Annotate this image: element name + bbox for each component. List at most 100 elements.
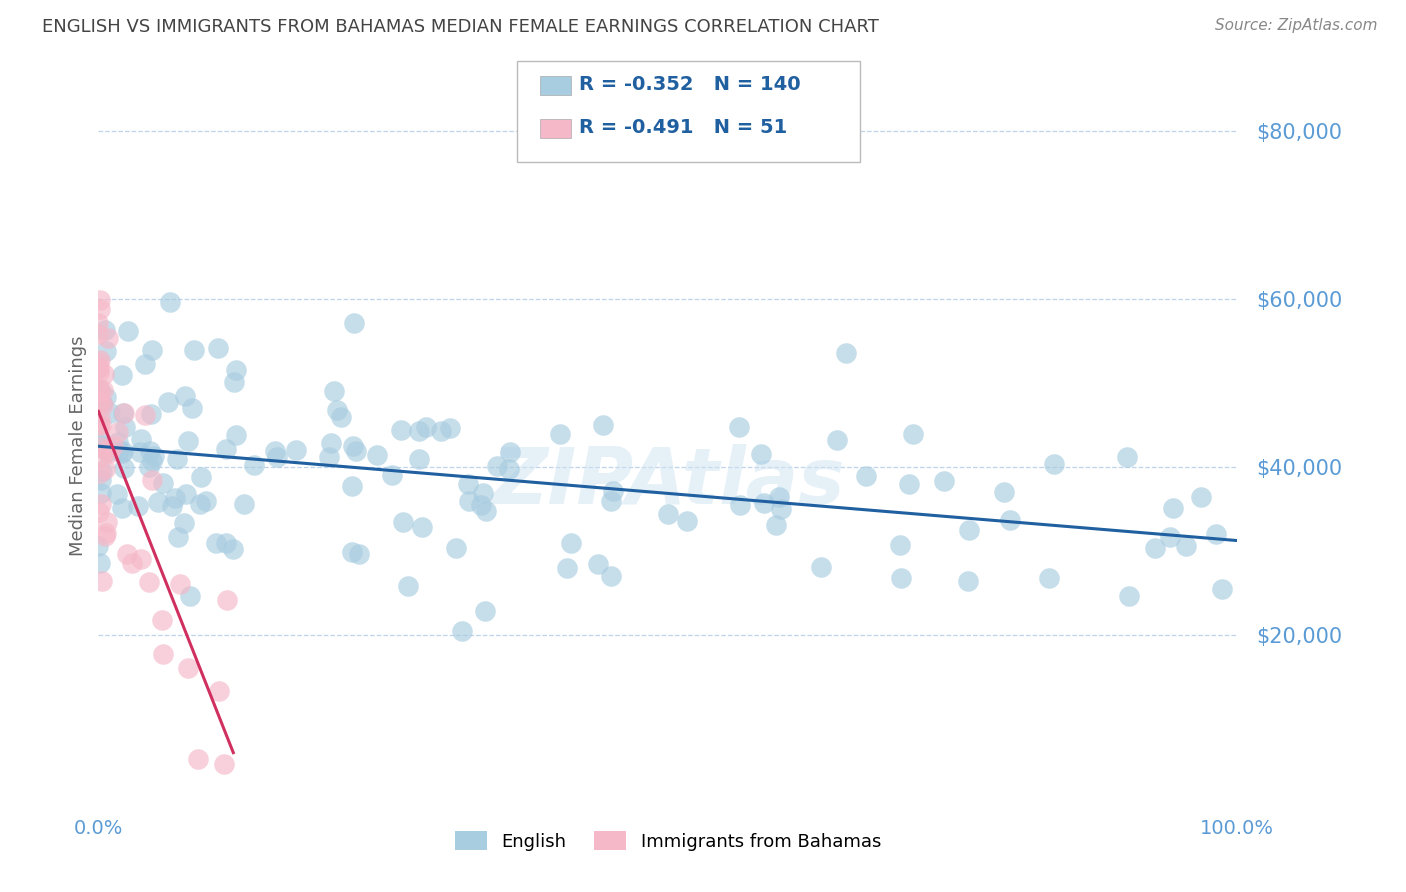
Point — [600, 569, 623, 583]
Point — [957, 523, 980, 537]
Point — [108, 444, 131, 458]
Point — [208, 684, 231, 698]
Point — [112, 407, 135, 421]
Point — [90, 440, 112, 454]
Point — [90, 574, 112, 588]
Point — [221, 541, 243, 556]
Point — [89, 438, 111, 452]
Point — [101, 439, 124, 453]
Point — [138, 459, 160, 474]
Point — [134, 357, 156, 371]
Point — [343, 316, 366, 330]
Point — [810, 560, 832, 574]
Point — [998, 513, 1021, 527]
Point — [225, 362, 247, 376]
Point — [117, 547, 139, 561]
Point — [94, 443, 117, 458]
Point — [284, 443, 307, 458]
Point — [457, 477, 479, 491]
Point — [727, 419, 749, 434]
Point — [676, 515, 699, 529]
Point — [134, 408, 156, 422]
Point — [215, 592, 238, 607]
Point — [114, 419, 136, 434]
Point — [825, 433, 848, 447]
Text: R = -0.352   N = 140: R = -0.352 N = 140 — [579, 75, 801, 95]
Text: ZIPAtlas: ZIPAtlas — [491, 443, 845, 520]
Point — [160, 499, 183, 513]
Point — [111, 445, 134, 459]
Point — [657, 508, 679, 522]
Point — [87, 360, 110, 375]
Point — [586, 557, 609, 571]
Point — [87, 417, 110, 431]
Point — [1189, 491, 1212, 505]
Point — [87, 418, 110, 433]
Point — [111, 501, 134, 516]
Point — [177, 434, 200, 448]
Point — [392, 515, 415, 529]
Point — [1115, 450, 1137, 464]
Point — [90, 473, 112, 487]
Point — [486, 459, 509, 474]
Point — [87, 327, 110, 342]
Point — [408, 424, 430, 438]
Point — [157, 394, 180, 409]
Point — [389, 423, 412, 437]
Point — [342, 545, 364, 559]
Point — [444, 541, 467, 555]
Point — [471, 485, 494, 500]
Point — [1143, 541, 1166, 555]
Point — [89, 557, 111, 571]
Point — [415, 420, 437, 434]
Y-axis label: Median Female Earnings: Median Female Earnings — [69, 335, 87, 557]
Point — [264, 444, 287, 458]
Point — [98, 406, 121, 420]
Point — [319, 436, 342, 450]
Point — [215, 442, 238, 456]
Point — [179, 589, 201, 603]
Point — [498, 462, 520, 476]
Point — [91, 399, 114, 413]
Point — [749, 447, 772, 461]
Point — [139, 408, 162, 422]
Point — [1118, 589, 1140, 603]
Point — [166, 452, 188, 467]
Point — [330, 409, 353, 424]
Point — [93, 368, 115, 382]
Point — [458, 493, 481, 508]
Point — [225, 427, 247, 442]
Point — [89, 385, 111, 400]
Point — [96, 445, 118, 459]
Point — [266, 450, 288, 464]
Point — [1038, 571, 1060, 585]
Point — [97, 331, 120, 345]
Point — [94, 462, 117, 476]
Point — [93, 323, 115, 337]
Point — [127, 499, 149, 513]
Point — [855, 468, 877, 483]
Point — [112, 460, 135, 475]
Point — [1205, 527, 1227, 541]
Point — [548, 427, 571, 442]
Point — [96, 390, 118, 404]
Point — [87, 366, 110, 380]
Point — [138, 443, 160, 458]
Point — [897, 476, 920, 491]
Point — [177, 660, 200, 674]
Point — [169, 577, 191, 591]
Point — [141, 454, 163, 468]
Point — [107, 425, 129, 439]
Point — [87, 354, 110, 368]
Point — [207, 341, 229, 355]
Point — [150, 614, 173, 628]
Point — [96, 515, 118, 529]
Point — [602, 484, 624, 499]
Point — [167, 530, 190, 544]
Point — [470, 499, 492, 513]
Point — [342, 439, 364, 453]
Point — [195, 494, 218, 508]
Point — [318, 450, 340, 464]
Point — [128, 445, 150, 459]
Point — [90, 396, 112, 410]
